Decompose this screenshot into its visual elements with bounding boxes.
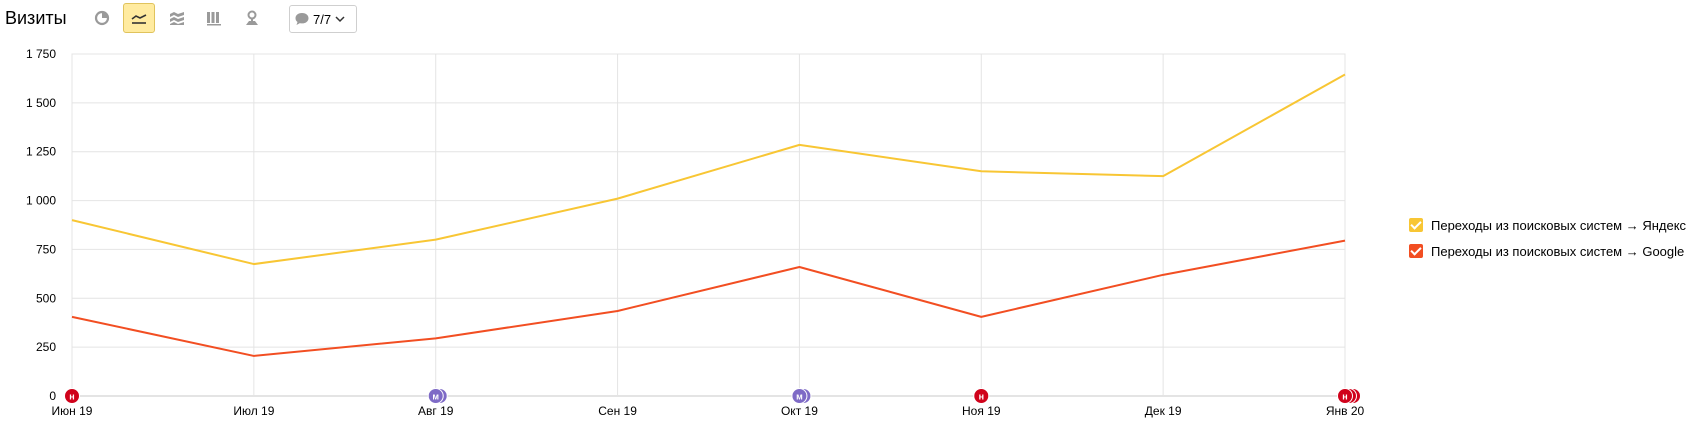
x-tick-label: Дек 19 bbox=[1145, 404, 1182, 418]
x-tick-label: Сен 19 bbox=[598, 404, 637, 418]
data-point[interactable] bbox=[1159, 271, 1167, 279]
line-chart-button[interactable] bbox=[123, 3, 155, 33]
y-tick-label: 1 250 bbox=[26, 145, 56, 159]
y-tick-label: 1 750 bbox=[26, 47, 56, 61]
note-marker-label: м bbox=[432, 392, 439, 402]
chart-title: Визиты bbox=[5, 8, 67, 28]
data-point[interactable] bbox=[614, 195, 622, 203]
bar-chart-button[interactable] bbox=[198, 3, 230, 33]
note-marker-label: м bbox=[796, 392, 803, 402]
data-point[interactable] bbox=[68, 313, 76, 321]
x-tick-label: Окт 19 bbox=[781, 404, 818, 418]
y-tick-label: 1 500 bbox=[26, 96, 56, 110]
legend-checkbox-google[interactable] bbox=[1409, 244, 1423, 258]
line-chart-icon bbox=[131, 14, 147, 24]
y-tick-label: 500 bbox=[36, 291, 56, 305]
note-marker-circle bbox=[973, 388, 990, 404]
comment-icon bbox=[295, 13, 309, 25]
map-button[interactable] bbox=[236, 3, 268, 33]
note-marker[interactable]: м bbox=[791, 388, 812, 404]
pie-chart-button[interactable] bbox=[86, 3, 118, 33]
note-marker-circle bbox=[64, 388, 80, 404]
note-marker[interactable]: м bbox=[427, 388, 448, 404]
chart-toolbar: Визиты bbox=[0, 0, 420, 36]
x-tick-label: Ноя 19 bbox=[962, 404, 1001, 418]
y-tick-label: 750 bbox=[36, 242, 56, 256]
data-point[interactable] bbox=[432, 236, 440, 244]
note-marker-label: н bbox=[1342, 392, 1347, 402]
plot-area-border bbox=[71, 53, 1346, 397]
note-marker-circle bbox=[791, 388, 808, 404]
data-point[interactable] bbox=[250, 260, 258, 268]
legend-item-yandex[interactable]: Переходы из поисковых систем → Яндекс bbox=[1409, 212, 1686, 238]
data-point[interactable] bbox=[1159, 172, 1167, 180]
x-tick-label: Янв 20 bbox=[1326, 404, 1365, 418]
legend-checkbox-yandex[interactable] bbox=[1409, 218, 1423, 232]
note-marker-circle bbox=[427, 388, 444, 404]
legend-label-google: Переходы из поисковых систем → Google bbox=[1431, 243, 1685, 259]
chart-legend: Переходы из поисковых систем → Яндекс Пе… bbox=[1409, 212, 1686, 264]
area-chart-icon bbox=[170, 12, 184, 25]
data-point[interactable] bbox=[250, 352, 258, 360]
note-marker[interactable]: н bbox=[973, 388, 990, 404]
x-tick-label: Июн 19 bbox=[52, 404, 93, 418]
note-marker-circle bbox=[1337, 388, 1353, 404]
data-point[interactable] bbox=[68, 216, 76, 224]
chart-grid bbox=[71, 53, 1346, 397]
notes-dropdown[interactable]: 7/7 bbox=[289, 5, 357, 33]
area-chart-button[interactable] bbox=[161, 3, 193, 33]
data-point[interactable] bbox=[977, 167, 985, 175]
note-marker-label: н bbox=[69, 392, 74, 402]
legend-label-yandex: Переходы из поисковых систем → Яндекс bbox=[1431, 217, 1687, 233]
x-axis: Июн 19 Июл 19 Авг 19 Сен 19 Окт 19 Ноя 19 Дек … bbox=[52, 404, 1365, 418]
x-tick-label: Июл 19 bbox=[233, 404, 274, 418]
data-point[interactable] bbox=[614, 307, 622, 315]
note-marker-label: н bbox=[979, 392, 984, 402]
data-point[interactable] bbox=[977, 313, 985, 321]
data-point[interactable] bbox=[1341, 71, 1349, 79]
notes-count: 7/7 bbox=[313, 11, 332, 27]
chevron-down-icon bbox=[335, 16, 345, 23]
y-tick-label: 250 bbox=[36, 340, 56, 354]
data-point[interactable] bbox=[795, 141, 803, 149]
bar-chart-icon bbox=[207, 12, 221, 26]
data-point[interactable] bbox=[432, 334, 440, 342]
chart-series bbox=[68, 71, 1349, 360]
data-point[interactable] bbox=[795, 263, 803, 271]
legend-item-google[interactable]: Переходы из поисковых систем → Google bbox=[1409, 238, 1686, 264]
series-line-google[interactable] bbox=[71, 239, 1346, 357]
y-tick-label: 0 bbox=[49, 389, 56, 403]
x-tick-label: Авг 19 bbox=[418, 404, 454, 418]
pie-chart-icon bbox=[94, 10, 110, 26]
y-axis: 0 250 500 750 1 000 1 250 1 500 1 750 bbox=[26, 47, 56, 403]
note-marker[interactable]: н bbox=[64, 388, 80, 404]
y-tick-label: 1 000 bbox=[26, 194, 56, 208]
map-icon bbox=[246, 10, 258, 25]
data-point[interactable] bbox=[1341, 237, 1349, 245]
series-line-yandex[interactable] bbox=[71, 73, 1346, 266]
note-marker[interactable]: н bbox=[1337, 388, 1361, 404]
line-chart: 0 250 500 750 1 000 1 250 1 500 1 750 Июн 19 Июл… bbox=[26, 47, 1365, 418]
